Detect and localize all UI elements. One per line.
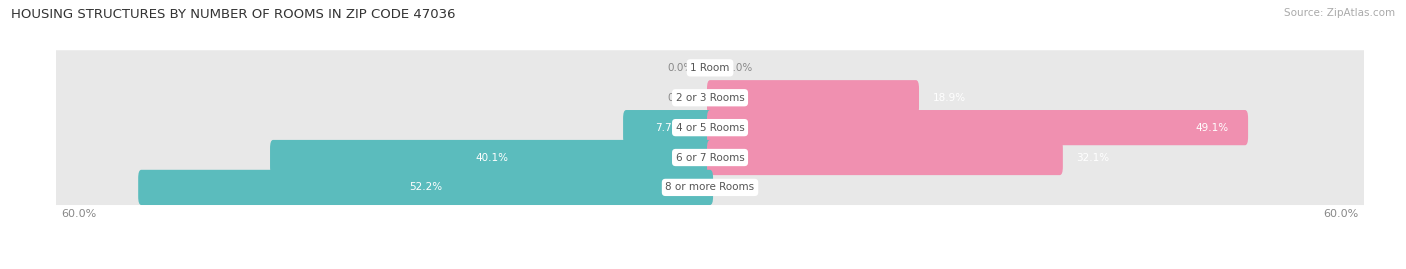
Text: 6 or 7 Rooms: 6 or 7 Rooms [676, 153, 744, 162]
Text: 60.0%: 60.0% [1323, 209, 1358, 219]
Text: 32.1%: 32.1% [1076, 153, 1109, 162]
FancyBboxPatch shape [707, 80, 920, 115]
Text: 0.0%: 0.0% [727, 63, 752, 73]
FancyBboxPatch shape [53, 140, 1367, 175]
Text: 4 or 5 Rooms: 4 or 5 Rooms [676, 123, 744, 133]
Text: 0.0%: 0.0% [668, 63, 693, 73]
FancyBboxPatch shape [270, 140, 713, 175]
FancyBboxPatch shape [138, 170, 713, 205]
Text: 40.1%: 40.1% [475, 153, 508, 162]
Text: 49.1%: 49.1% [1195, 123, 1229, 133]
FancyBboxPatch shape [53, 80, 1367, 115]
Text: Source: ZipAtlas.com: Source: ZipAtlas.com [1284, 8, 1395, 18]
Text: 0.0%: 0.0% [727, 182, 752, 192]
FancyBboxPatch shape [623, 110, 713, 145]
Text: 8 or more Rooms: 8 or more Rooms [665, 182, 755, 192]
Text: 7.7%: 7.7% [655, 123, 682, 133]
FancyBboxPatch shape [707, 140, 1063, 175]
FancyBboxPatch shape [53, 50, 1367, 86]
FancyBboxPatch shape [53, 110, 1367, 145]
FancyBboxPatch shape [53, 170, 1367, 205]
FancyBboxPatch shape [707, 110, 1249, 145]
Text: 18.9%: 18.9% [932, 93, 966, 103]
Text: 1 Room: 1 Room [690, 63, 730, 73]
Text: 2 or 3 Rooms: 2 or 3 Rooms [676, 93, 744, 103]
Text: HOUSING STRUCTURES BY NUMBER OF ROOMS IN ZIP CODE 47036: HOUSING STRUCTURES BY NUMBER OF ROOMS IN… [11, 8, 456, 21]
Text: 52.2%: 52.2% [409, 182, 443, 192]
Text: 0.0%: 0.0% [668, 93, 693, 103]
Text: 60.0%: 60.0% [62, 209, 97, 219]
